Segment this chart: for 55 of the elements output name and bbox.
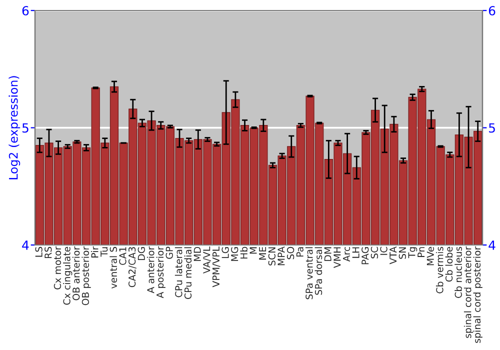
y-tick-label: 4 xyxy=(22,240,29,250)
x-tick-label: SO xyxy=(286,246,294,260)
x-tick-label: VPM/VPL xyxy=(212,246,220,288)
x-tick-label: MPA xyxy=(278,246,285,266)
x-tick-label: LG xyxy=(222,247,229,258)
x-tick-label: CPu lateral xyxy=(174,247,182,298)
x-tick-label: CA1 xyxy=(119,247,126,265)
x-tick-label: A anterior xyxy=(146,246,154,294)
x-tick-label: Tg xyxy=(408,247,418,258)
x-tick-label: CPu medial xyxy=(184,247,192,300)
x-tick-label: Hb xyxy=(240,246,248,259)
x-tick-label: DG xyxy=(138,247,145,260)
x-tick-label: GP xyxy=(166,246,173,259)
y2-tick-label: 4 xyxy=(488,240,496,250)
x-tick-label: Pa xyxy=(296,247,304,257)
x-tick-label: ME xyxy=(259,246,266,260)
y-tick-label: 6 xyxy=(22,6,29,16)
x-tick-label: MD xyxy=(194,246,201,261)
x-tick-label: Cx cingulate xyxy=(63,246,72,305)
x-tick-label: A posterior xyxy=(156,246,166,298)
x-tick-label: DM xyxy=(324,247,332,261)
x-tick-label: Tu xyxy=(100,247,108,257)
x-tick-label: Cb vermis xyxy=(436,246,444,294)
y2-tick-label: 5 xyxy=(489,123,495,133)
x-tick-label: MG xyxy=(231,247,238,261)
x-tick-label: Pir xyxy=(91,246,98,258)
x-tick-label: SPa dorsal xyxy=(314,247,322,295)
x-tick-label: spinal cord anterior xyxy=(464,246,474,338)
x-tick-label: SPa ventral xyxy=(305,247,313,300)
x-tick-label: ventral S xyxy=(110,246,117,288)
x-tick-label: RS xyxy=(44,246,52,258)
x-tick-label: spinal cord posterior xyxy=(473,246,482,343)
x-tick-label: OB anterior xyxy=(72,246,80,300)
y2-tick-label: 6 xyxy=(488,6,496,16)
x-tick-label: LS xyxy=(35,246,42,257)
x-tick-label: SCN xyxy=(268,247,276,266)
x-tick-label: MVe xyxy=(426,246,434,266)
x-tick-label: Cx motor xyxy=(54,246,62,290)
x-tick-label: VA/VL xyxy=(203,246,211,274)
x-tick-label: VTA xyxy=(390,246,397,264)
x-tick-label: PAG xyxy=(362,247,369,264)
x-tick-label: M xyxy=(250,247,257,254)
x-tick-label: VMH xyxy=(334,247,341,268)
y-tick-label: 5 xyxy=(22,123,28,133)
x-tick-label: LH xyxy=(352,247,360,258)
x-tick-label: IC xyxy=(380,246,388,255)
x-tick-label: SC xyxy=(370,246,378,258)
x-tick-label: SN xyxy=(398,247,406,259)
x-tick-label: Cb nucleus xyxy=(454,246,462,298)
x-tick-label: OB posterior xyxy=(82,246,91,306)
x-tick-label: Cb lobe xyxy=(445,246,453,282)
x-tick-label: Arc xyxy=(343,246,350,262)
x-tick-label: Pn xyxy=(418,247,425,257)
y-axis-title: Log2 (expression) xyxy=(8,76,20,180)
x-tick-label: CA2/CA3 xyxy=(128,247,136,288)
